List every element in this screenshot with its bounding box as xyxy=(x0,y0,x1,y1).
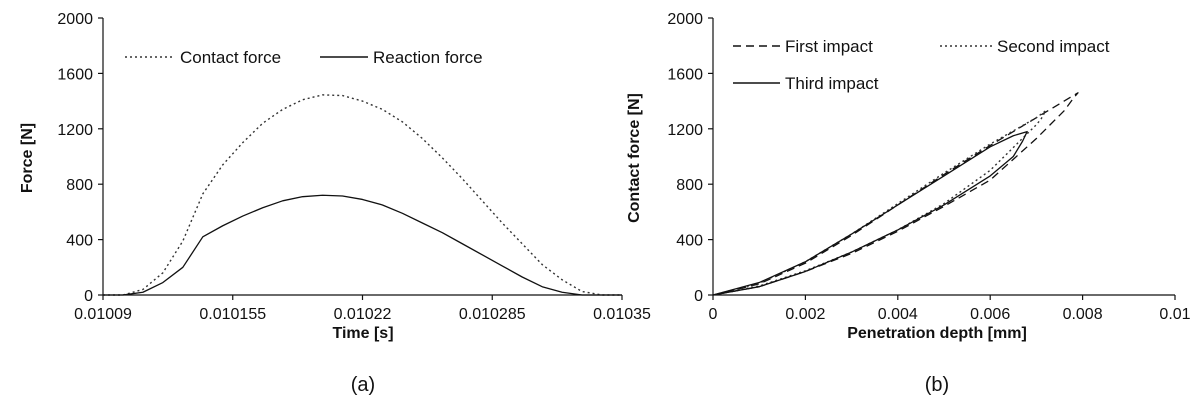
x-tick-label: 0.01 xyxy=(1159,306,1190,323)
y-tick-label: 1200 xyxy=(667,122,703,139)
series-line-2 xyxy=(103,194,622,296)
panel-a-chart: Force [N] Time [s] (a) 0 400 800 1200 1600 20… xyxy=(19,11,651,396)
panel-a-xlabel: Time [s] xyxy=(332,325,393,342)
x-tick-label: 0.008 xyxy=(1063,306,1103,323)
y-tick-label: 800 xyxy=(676,177,703,194)
x-tick-label: 0 xyxy=(709,306,718,323)
panel-b-xlabel: Penetration depth [mm] xyxy=(847,325,1027,342)
x-tick-label: 0.010155 xyxy=(199,306,266,323)
panel-b-ylabel: Contact force [N] xyxy=(626,93,643,223)
y-tick-label: 1200 xyxy=(57,122,93,139)
legend-label: Contact force xyxy=(180,48,281,67)
y-tick-label: 0 xyxy=(84,288,93,305)
x-tick-label: 0.01035 xyxy=(593,306,651,323)
series-line-1 xyxy=(103,94,622,296)
y-tick-label: 2000 xyxy=(57,11,93,28)
y-tick-label: 1600 xyxy=(667,66,703,83)
panel-a-ylabel: Force [N] xyxy=(19,123,36,193)
y-tick-label: 400 xyxy=(66,233,93,250)
panel-a-label: (a) xyxy=(351,374,375,396)
panel-b-chart: Contact force [N] Penetration depth [mm]… xyxy=(626,11,1191,396)
x-tick-label: 0.004 xyxy=(878,306,918,323)
y-tick-label: 1600 xyxy=(57,66,93,83)
y-tick-label: 400 xyxy=(676,233,703,250)
legend-label: Third impact xyxy=(785,74,879,93)
legend-label: Second impact xyxy=(997,37,1110,56)
panel-b-label: (b) xyxy=(925,374,949,396)
series-line-2 xyxy=(712,110,1047,296)
x-tick-label: 0.01009 xyxy=(74,306,132,323)
y-tick-label: 0 xyxy=(694,288,703,305)
x-tick-label: 0.006 xyxy=(970,306,1010,323)
x-tick-label: 0.002 xyxy=(785,306,825,323)
legend-label: Reaction force xyxy=(373,48,483,67)
legend-label: First impact xyxy=(785,37,873,56)
x-tick-label: 0.010285 xyxy=(459,306,526,323)
y-tick-label: 800 xyxy=(66,177,93,194)
x-tick-label: 0.01022 xyxy=(334,306,392,323)
series-line-3 xyxy=(712,130,1028,296)
y-tick-label: 2000 xyxy=(667,11,703,28)
series-line-1 xyxy=(712,92,1079,296)
